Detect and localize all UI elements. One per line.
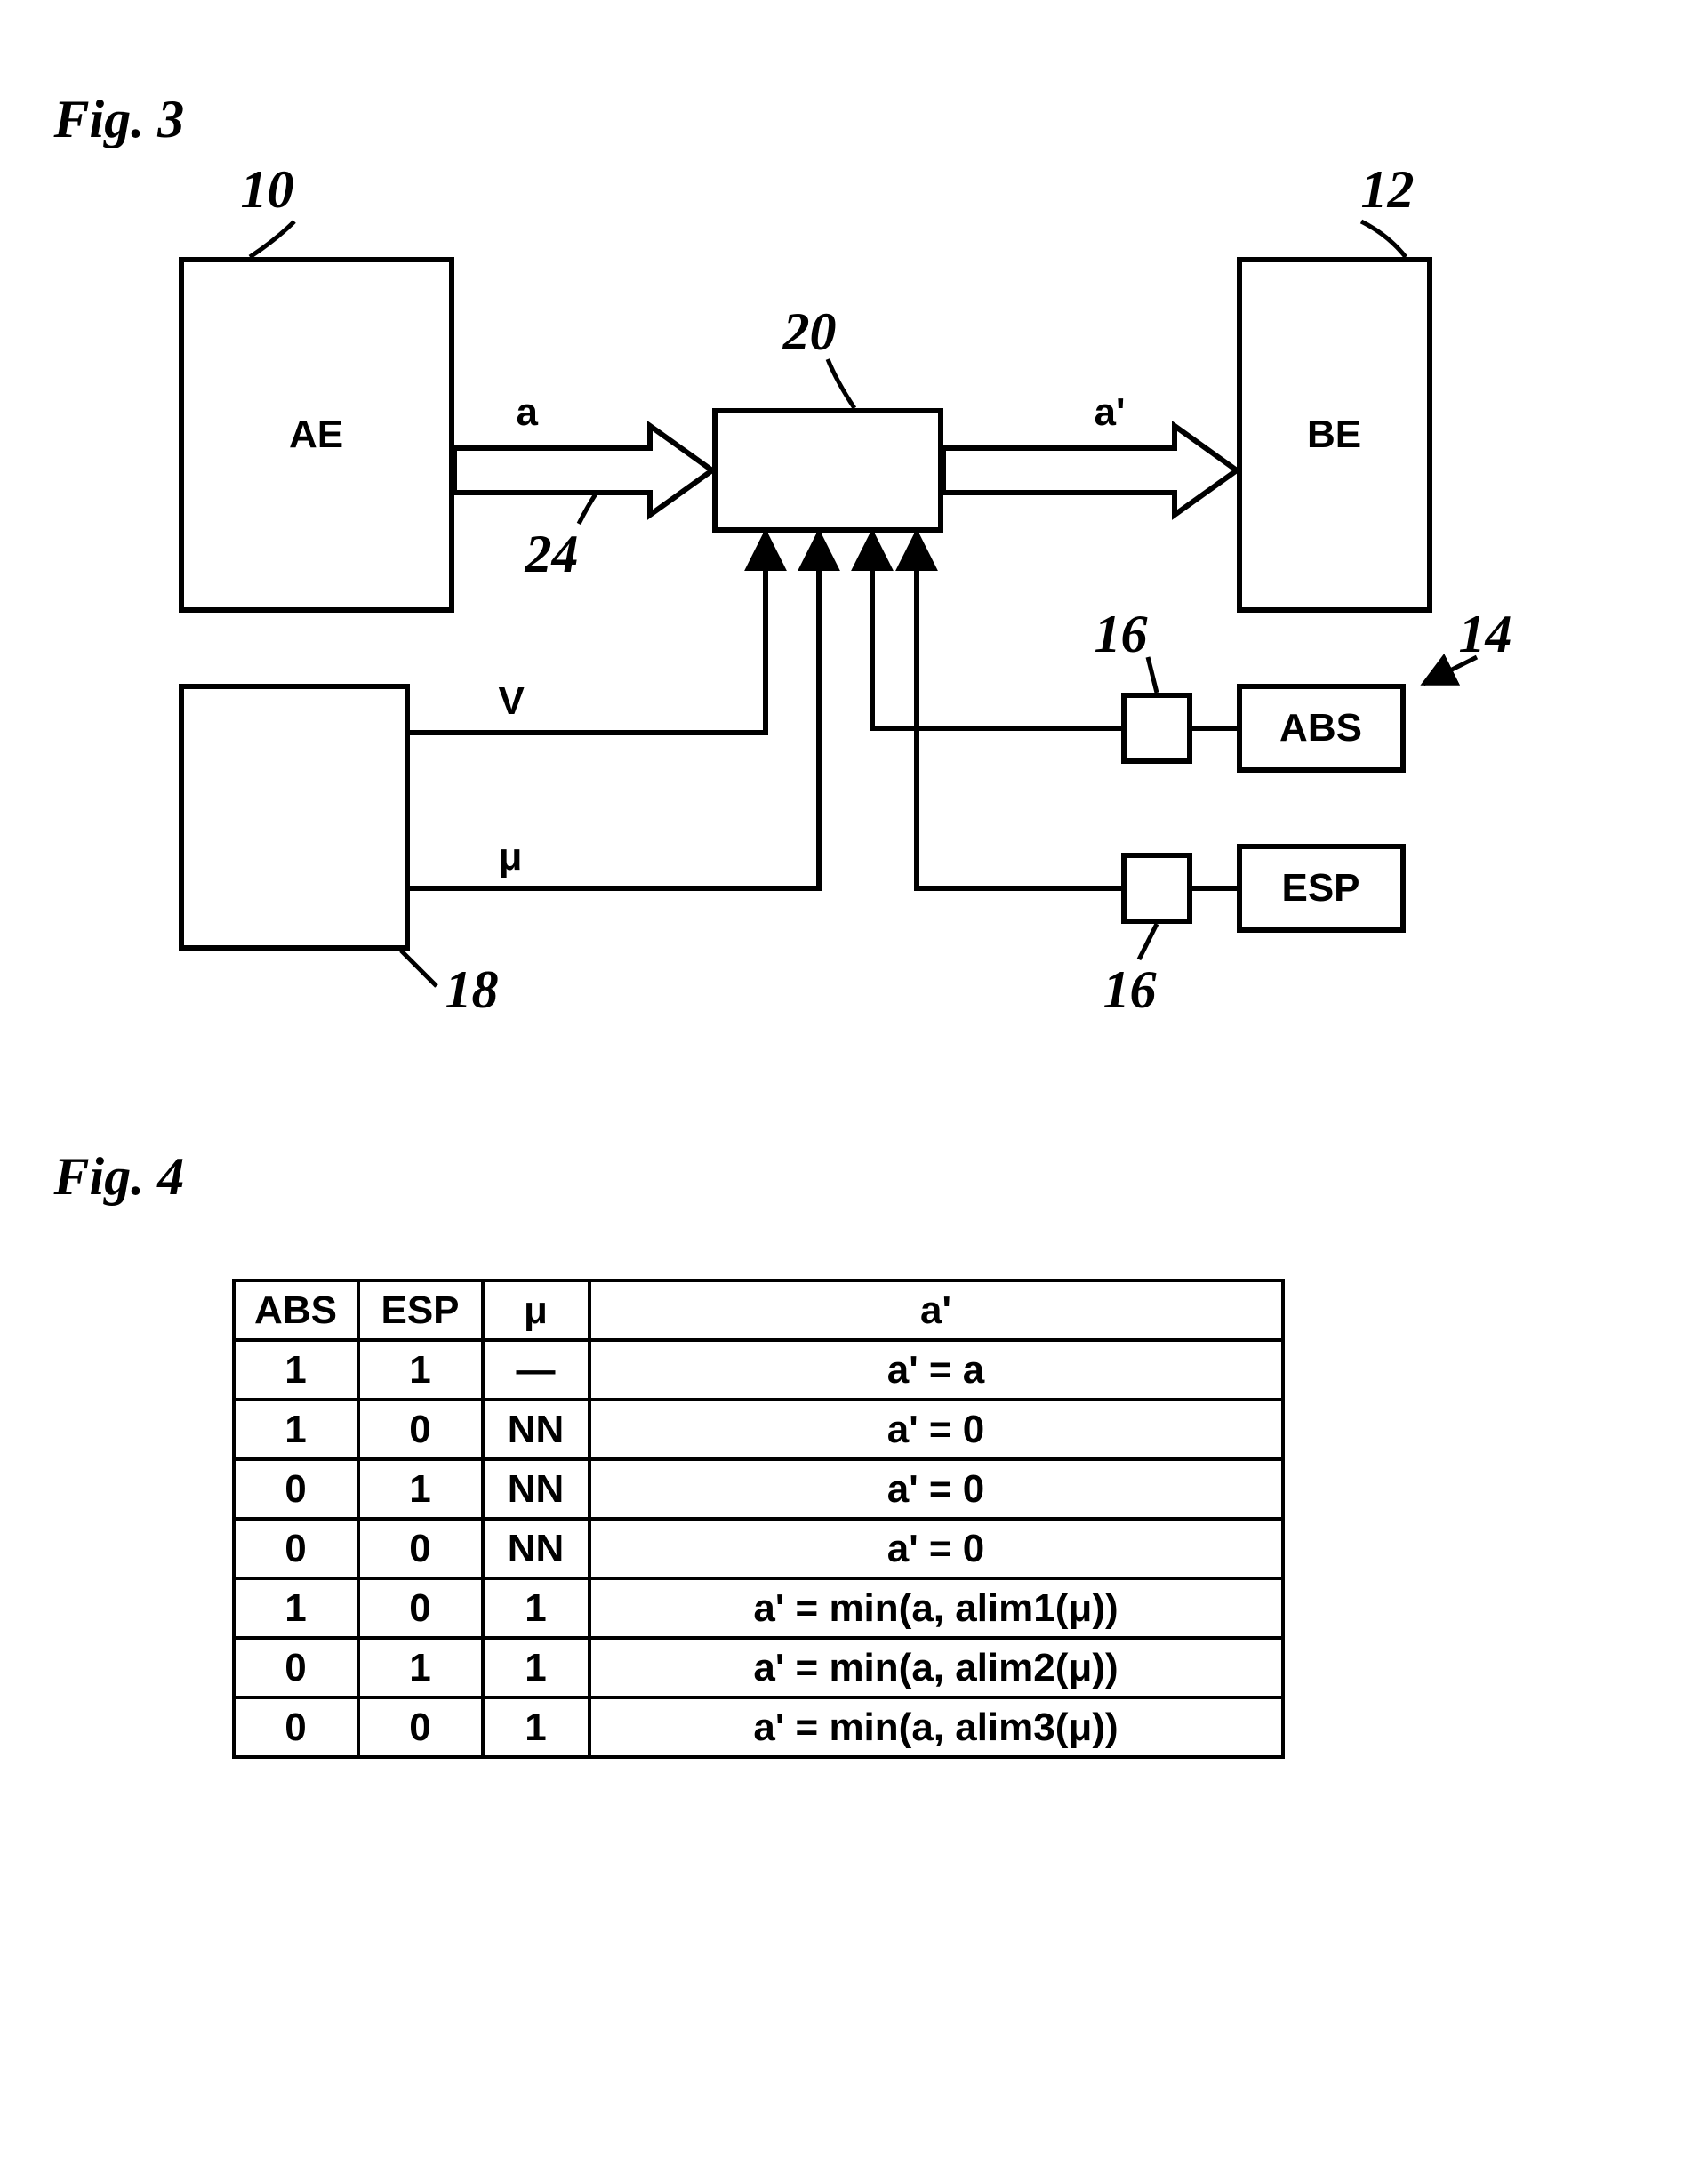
table-row: 00NNa' = 0: [234, 1519, 1283, 1578]
ref-12: 12: [1361, 159, 1415, 221]
leader-16b: [1139, 924, 1157, 959]
cell-mu: NN: [483, 1459, 589, 1519]
fig4-table-wrap: ABS ESP μ a' 11—a' = a10NNa' = 001NNa' =…: [232, 1279, 1655, 1759]
table-body: 11—a' = a10NNa' = 001NNa' = 000NNa' = 01…: [234, 1340, 1283, 1757]
block-proc: [712, 408, 943, 533]
table-row: 01NNa' = 0: [234, 1459, 1283, 1519]
leader-24: [579, 493, 597, 524]
cell-a: a' = min(a, alim1(μ)): [589, 1578, 1283, 1638]
fig4-title: Fig. 4: [54, 1146, 1655, 1208]
cell-mu: 1: [483, 1697, 589, 1757]
block-sensor: [179, 684, 410, 951]
cell-esp: 1: [358, 1459, 483, 1519]
arrow-a: [454, 426, 712, 515]
small-block-abs: [1121, 693, 1192, 764]
block-ae-label: AE: [289, 413, 343, 457]
cell-esp: 0: [358, 1697, 483, 1757]
cell-esp: 0: [358, 1578, 483, 1638]
table-row: 101a' = min(a, alim1(μ)): [234, 1578, 1283, 1638]
cell-abs: 0: [234, 1697, 358, 1757]
ref-16a: 16: [1095, 604, 1148, 665]
fig4-table: ABS ESP μ a' 11—a' = a10NNa' = 001NNa' =…: [232, 1279, 1285, 1759]
table-row: 10NNa' = 0: [234, 1400, 1283, 1459]
cell-abs: 1: [234, 1340, 358, 1400]
table-row: 011a' = min(a, alim2(μ)): [234, 1638, 1283, 1697]
signal-v: V: [499, 679, 525, 724]
block-be-label: BE: [1307, 413, 1361, 457]
cell-mu: NN: [483, 1400, 589, 1459]
ref-18: 18: [445, 959, 499, 1021]
cell-esp: 0: [358, 1400, 483, 1459]
cell-mu: 1: [483, 1638, 589, 1697]
cell-a: a' = min(a, alim2(μ)): [589, 1638, 1283, 1697]
cell-abs: 1: [234, 1578, 358, 1638]
ref-20: 20: [783, 301, 837, 363]
cell-abs: 1: [234, 1400, 358, 1459]
cell-esp: 0: [358, 1519, 483, 1578]
cell-a: a' = 0: [589, 1400, 1283, 1459]
block-be: BE: [1237, 257, 1432, 613]
cell-a: a' = 0: [589, 1519, 1283, 1578]
cell-a: a' = 0: [589, 1459, 1283, 1519]
cell-mu: —: [483, 1340, 589, 1400]
block-esp-label: ESP: [1281, 866, 1359, 911]
fig3-diagram: AE BE ABS ESP 10 12 20 24 18 16 16 14 a …: [143, 186, 1530, 1057]
line-mu: [410, 533, 819, 888]
cell-abs: 0: [234, 1459, 358, 1519]
cell-abs: 0: [234, 1638, 358, 1697]
table-row: 11—a' = a: [234, 1340, 1283, 1400]
table-row: 001a' = min(a, alim3(μ)): [234, 1697, 1283, 1757]
cell-mu: 1: [483, 1578, 589, 1638]
ref-14: 14: [1459, 604, 1512, 665]
line-abs-proc: [872, 533, 1121, 728]
ref-10: 10: [241, 159, 294, 221]
cell-a: a' = min(a, alim3(μ)): [589, 1697, 1283, 1757]
cell-esp: 1: [358, 1340, 483, 1400]
block-abs: ABS: [1237, 684, 1406, 773]
block-ae: AE: [179, 257, 454, 613]
cell-abs: 0: [234, 1519, 358, 1578]
table-header-row: ABS ESP μ a': [234, 1280, 1283, 1340]
leader-10: [250, 221, 294, 257]
signal-mu: μ: [499, 835, 523, 879]
signal-a: a: [517, 390, 538, 435]
cell-a: a' = a: [589, 1340, 1283, 1400]
th-a: a': [589, 1280, 1283, 1340]
leader-18: [401, 951, 437, 986]
th-esp: ESP: [358, 1280, 483, 1340]
block-abs-label: ABS: [1279, 706, 1362, 750]
small-block-esp: [1121, 853, 1192, 924]
cell-mu: NN: [483, 1519, 589, 1578]
leader-12: [1361, 221, 1406, 257]
leader-16a: [1148, 657, 1157, 693]
block-esp: ESP: [1237, 844, 1406, 933]
ref-16b: 16: [1103, 959, 1157, 1021]
line-v: [410, 533, 766, 733]
cell-esp: 1: [358, 1638, 483, 1697]
signal-ap: a': [1095, 390, 1126, 435]
leader-20: [828, 359, 854, 408]
th-mu: μ: [483, 1280, 589, 1340]
th-abs: ABS: [234, 1280, 358, 1340]
fig3-title: Fig. 3: [54, 89, 1655, 150]
line-esp-proc: [917, 533, 1121, 888]
arrow-ap: [943, 426, 1237, 515]
ref-24: 24: [525, 524, 579, 585]
